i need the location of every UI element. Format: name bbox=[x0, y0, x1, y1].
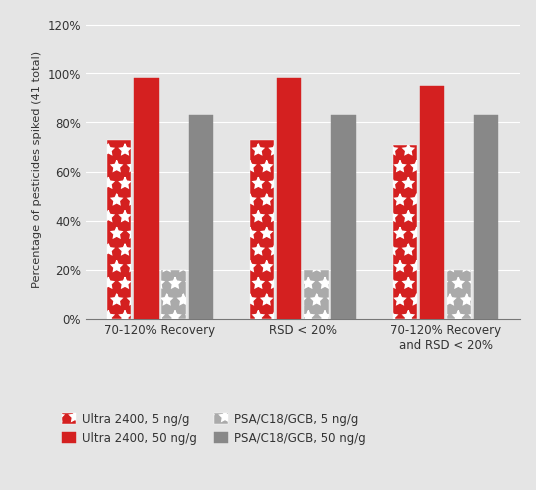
Bar bbox=[189, 115, 213, 318]
Legend: Ultra 2400, 5 ng/g, Ultra 2400, 50 ng/g, PSA/C18/GCB, 5 ng/g, PSA/C18/GCB, 50 ng: Ultra 2400, 5 ng/g, Ultra 2400, 50 ng/g,… bbox=[57, 408, 371, 449]
Bar bbox=[135, 78, 159, 318]
Bar bbox=[107, 140, 131, 318]
Bar bbox=[304, 270, 329, 318]
Bar bbox=[161, 270, 186, 318]
Bar bbox=[474, 115, 498, 318]
Bar bbox=[250, 140, 274, 318]
Bar bbox=[331, 115, 356, 318]
Bar bbox=[447, 270, 471, 318]
Bar bbox=[393, 145, 417, 318]
Bar bbox=[277, 78, 301, 318]
Y-axis label: Percentage of pesticides spiked (41 total): Percentage of pesticides spiked (41 tota… bbox=[32, 50, 42, 288]
Bar bbox=[420, 86, 444, 318]
